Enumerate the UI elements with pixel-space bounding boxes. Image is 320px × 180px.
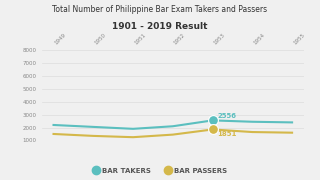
Text: 2556: 2556 — [217, 113, 236, 119]
Point — [210, 119, 215, 122]
Text: 1901 - 2019 Result: 1901 - 2019 Result — [112, 22, 208, 31]
Text: Total Number of Philippine Bar Exam Takers and Passers: Total Number of Philippine Bar Exam Take… — [52, 5, 268, 14]
Point — [210, 128, 215, 131]
Legend: BAR TAKERS, BAR PASSERS: BAR TAKERS, BAR PASSERS — [90, 165, 230, 177]
Text: 1851: 1851 — [217, 131, 237, 137]
